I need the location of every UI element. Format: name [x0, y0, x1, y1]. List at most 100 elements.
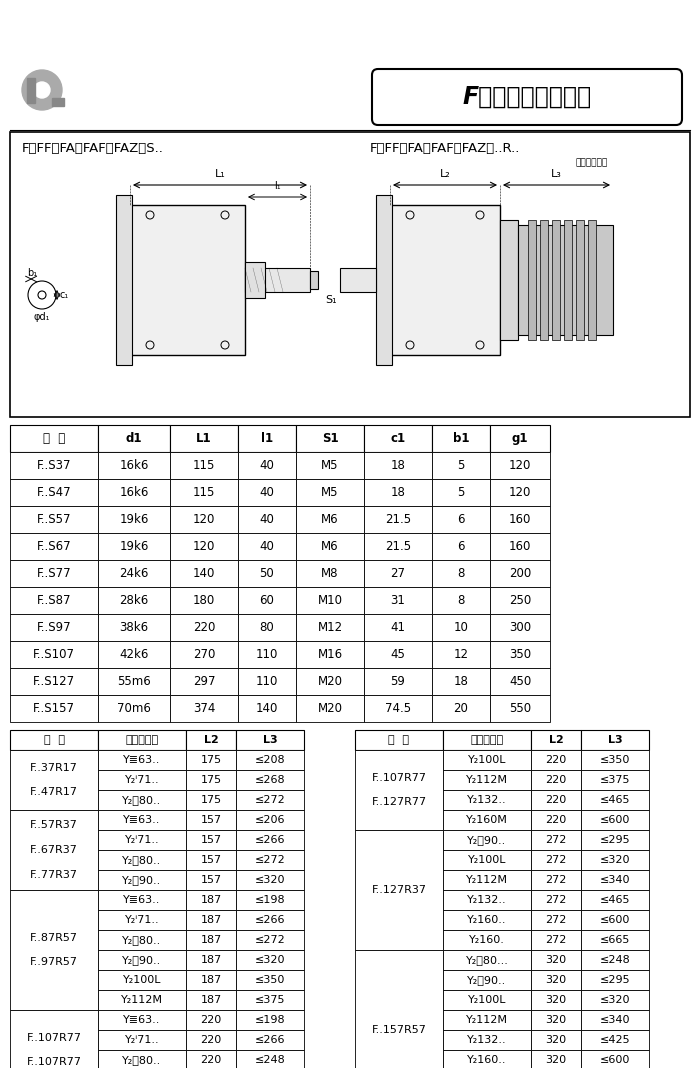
Text: 320: 320 [545, 1055, 566, 1065]
Text: 175: 175 [200, 755, 222, 765]
Text: ≤295: ≤295 [600, 835, 630, 845]
Text: M5: M5 [321, 486, 339, 499]
Text: 74.5: 74.5 [385, 702, 411, 714]
Text: Y₂100L: Y₂100L [122, 975, 161, 985]
Bar [376, 195, 392, 365]
Bar [186, 1010, 236, 1030]
Text: g1: g1 [512, 431, 528, 445]
Bar [581, 810, 649, 830]
Bar [236, 850, 304, 870]
Bar [296, 587, 364, 614]
Bar [581, 870, 649, 890]
Bar [238, 587, 296, 614]
Text: ≤465: ≤465 [600, 895, 630, 905]
Bar [296, 614, 364, 641]
Text: F系列外形安装尺寸: F系列外形安装尺寸 [463, 85, 592, 109]
Text: ≤600: ≤600 [600, 815, 630, 824]
Text: 297: 297 [193, 675, 216, 688]
Bar [581, 930, 649, 951]
Bar [186, 990, 236, 1010]
Text: 272: 272 [545, 875, 567, 885]
Text: 19k6: 19k6 [119, 540, 148, 553]
Bar [170, 560, 238, 587]
Text: F..S97: F..S97 [36, 621, 71, 634]
Bar [186, 890, 236, 910]
Bar [245, 262, 265, 298]
Bar [10, 425, 98, 452]
Text: ≤268: ≤268 [255, 775, 286, 785]
Text: Y≣63..: Y≣63.. [123, 755, 161, 765]
Bar [236, 951, 304, 970]
Bar [443, 770, 531, 790]
Text: F..S77: F..S77 [36, 567, 71, 580]
Bar [364, 614, 432, 641]
Bar [186, 850, 236, 870]
Text: 320: 320 [545, 1015, 566, 1025]
Text: ≤320: ≤320 [255, 955, 286, 965]
Text: 40: 40 [260, 540, 274, 553]
Text: 220: 220 [545, 755, 566, 765]
Text: ≤320: ≤320 [600, 855, 630, 865]
Bar [432, 480, 490, 506]
Bar [186, 770, 236, 790]
Bar [432, 641, 490, 668]
Bar [296, 480, 364, 506]
Bar [364, 533, 432, 560]
Text: 272: 272 [545, 915, 567, 925]
Bar [581, 990, 649, 1010]
Bar [98, 668, 170, 695]
Bar [98, 731, 186, 750]
Text: 型  号: 型 号 [43, 735, 64, 745]
Text: 175: 175 [200, 795, 222, 805]
Text: Y₂100L: Y₂100L [468, 995, 506, 1005]
Bar [186, 790, 236, 810]
Text: F..S127: F..S127 [33, 675, 75, 688]
Bar [581, 890, 649, 910]
Bar [581, 1050, 649, 1068]
Text: Y≣63..: Y≣63.. [123, 1015, 161, 1025]
Bar [432, 695, 490, 722]
Bar [98, 830, 186, 850]
Bar [296, 506, 364, 533]
Text: l1: l1 [261, 431, 273, 445]
Text: F..S107: F..S107 [33, 648, 75, 661]
Bar [98, 810, 186, 830]
Text: 350: 350 [509, 648, 531, 661]
Text: Y₂ⁱ71..: Y₂ⁱ71.. [125, 835, 160, 845]
Bar [531, 951, 581, 970]
Text: ≤375: ≤375 [255, 995, 286, 1005]
Text: M12: M12 [317, 621, 342, 634]
Text: d1: d1 [126, 431, 142, 445]
Bar [186, 951, 236, 970]
Text: Y₂⁲90..: Y₂⁲90.. [122, 955, 162, 965]
Bar [432, 506, 490, 533]
Text: Y₂⁲90..: Y₂⁲90.. [468, 975, 507, 985]
Text: 187: 187 [200, 995, 222, 1005]
Bar [170, 480, 238, 506]
Text: l₁: l₁ [274, 180, 281, 191]
Bar [236, 1030, 304, 1050]
Text: 187: 187 [200, 934, 222, 945]
Text: 12: 12 [454, 648, 468, 661]
Bar [296, 452, 364, 480]
Text: ≤600: ≤600 [600, 1055, 630, 1065]
Text: 5: 5 [457, 459, 465, 472]
Text: 28k6: 28k6 [120, 594, 148, 607]
Bar [98, 850, 186, 870]
Bar [443, 850, 531, 870]
Text: b1: b1 [453, 431, 469, 445]
Text: ≤272: ≤272 [255, 934, 286, 945]
Bar [581, 910, 649, 930]
Bar [296, 425, 364, 452]
Bar [245, 268, 310, 292]
Text: 31: 31 [391, 594, 405, 607]
Text: M6: M6 [321, 540, 339, 553]
Text: F..S67: F..S67 [36, 540, 71, 553]
Bar [355, 750, 443, 830]
Bar [236, 1010, 304, 1030]
Text: ≤266: ≤266 [255, 915, 286, 925]
Bar [98, 870, 186, 890]
Bar [443, 750, 531, 770]
Text: 157: 157 [200, 855, 222, 865]
Bar [170, 695, 238, 722]
